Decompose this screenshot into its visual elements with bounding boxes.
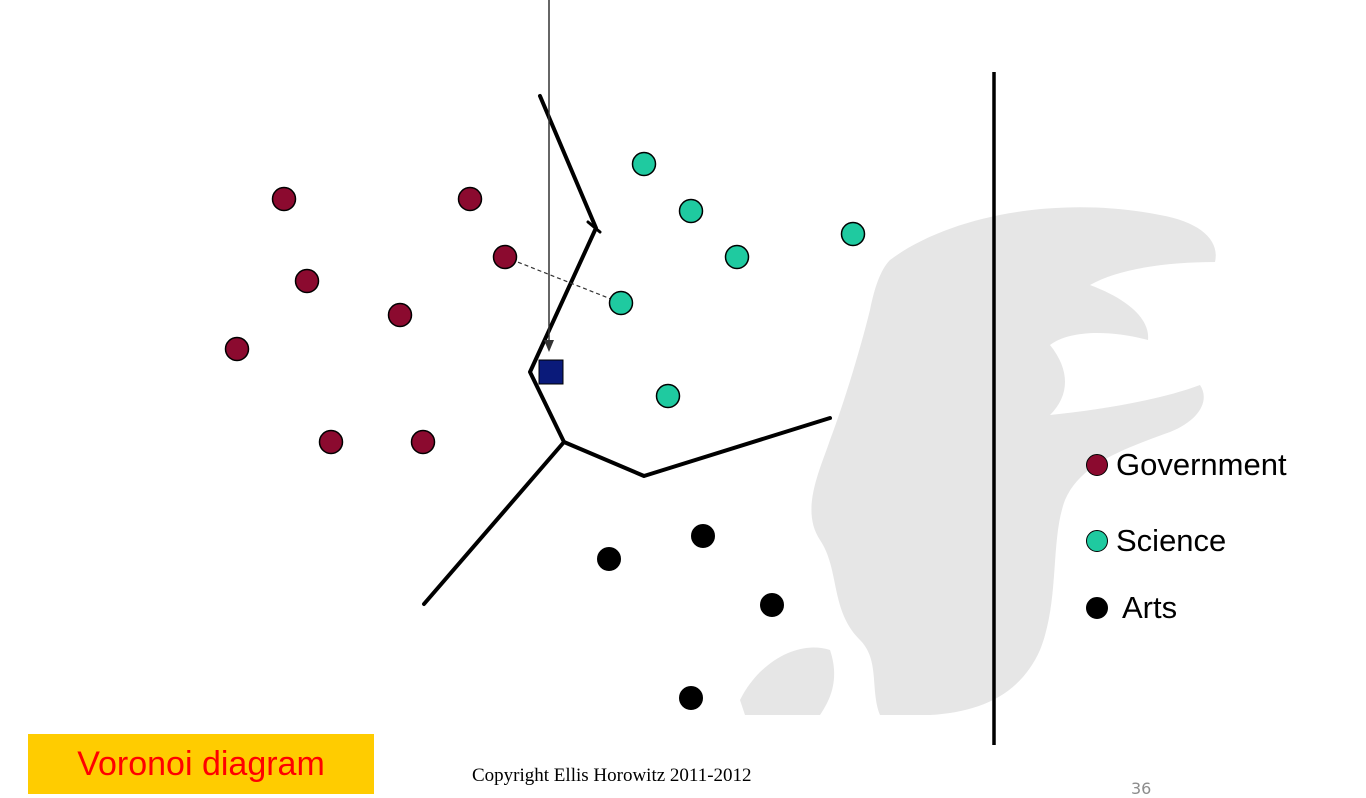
science-dot-icon — [1086, 530, 1108, 552]
science-point — [608, 290, 634, 316]
arts-point — [691, 524, 715, 548]
legend-label: Science — [1116, 523, 1227, 558]
government-point — [271, 186, 297, 212]
slide-number: 36 — [1131, 779, 1152, 798]
title-box: Voronoi diagram — [28, 734, 374, 794]
government-point — [410, 429, 436, 455]
science-point — [655, 383, 681, 409]
arrowhead-icon — [544, 340, 554, 352]
legend-item-government: Government — [1086, 447, 1287, 483]
government-point — [457, 186, 483, 212]
government-point — [318, 429, 344, 455]
government-points — [224, 186, 518, 455]
slide-title: Voronoi diagram — [77, 744, 325, 783]
copyright-text: Copyright Ellis Horowitz 2011-2012 — [472, 765, 752, 786]
legend-item-science: Science — [1086, 523, 1226, 559]
science-point — [840, 221, 866, 247]
arts-point — [760, 593, 784, 617]
voronoi-edge-tick — [586, 220, 602, 234]
legend-item-arts: Arts — [1086, 590, 1177, 626]
voronoi-edges — [422, 94, 832, 606]
arts-point — [597, 547, 621, 571]
government-point — [224, 336, 250, 362]
voronoi-edge-right — [562, 416, 832, 478]
legend-label: Arts — [1122, 590, 1178, 625]
government-point — [387, 302, 413, 328]
government-dot-icon — [1086, 454, 1108, 476]
science-point — [678, 198, 704, 224]
arts-point — [679, 686, 703, 710]
government-point — [492, 244, 518, 270]
voronoi-edge-upper — [528, 94, 598, 444]
arts-points — [597, 524, 784, 710]
arts-dot-icon — [1086, 597, 1108, 619]
voronoi-edge-lower — [422, 440, 566, 606]
trojan-head-watermark-icon — [740, 207, 1216, 715]
science-points — [608, 151, 866, 409]
legend-label: Government — [1116, 447, 1287, 482]
government-point — [294, 268, 320, 294]
query-arrow — [544, 0, 554, 352]
science-point — [724, 244, 750, 270]
science-point — [631, 151, 657, 177]
query-square-icon — [538, 359, 564, 385]
